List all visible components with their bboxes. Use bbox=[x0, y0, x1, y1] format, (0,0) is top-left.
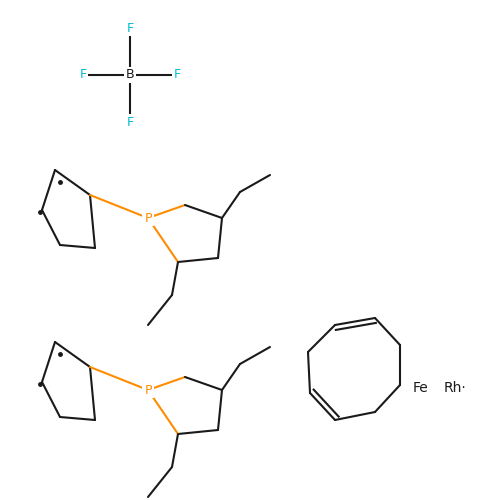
Text: F: F bbox=[80, 68, 86, 82]
Text: Fe: Fe bbox=[412, 381, 428, 395]
Text: F: F bbox=[126, 116, 134, 128]
Text: P: P bbox=[144, 384, 152, 396]
Text: B: B bbox=[126, 68, 134, 82]
Text: F: F bbox=[174, 68, 180, 82]
Text: P: P bbox=[144, 212, 152, 224]
Text: F: F bbox=[126, 22, 134, 35]
Text: Rh·: Rh· bbox=[444, 381, 466, 395]
